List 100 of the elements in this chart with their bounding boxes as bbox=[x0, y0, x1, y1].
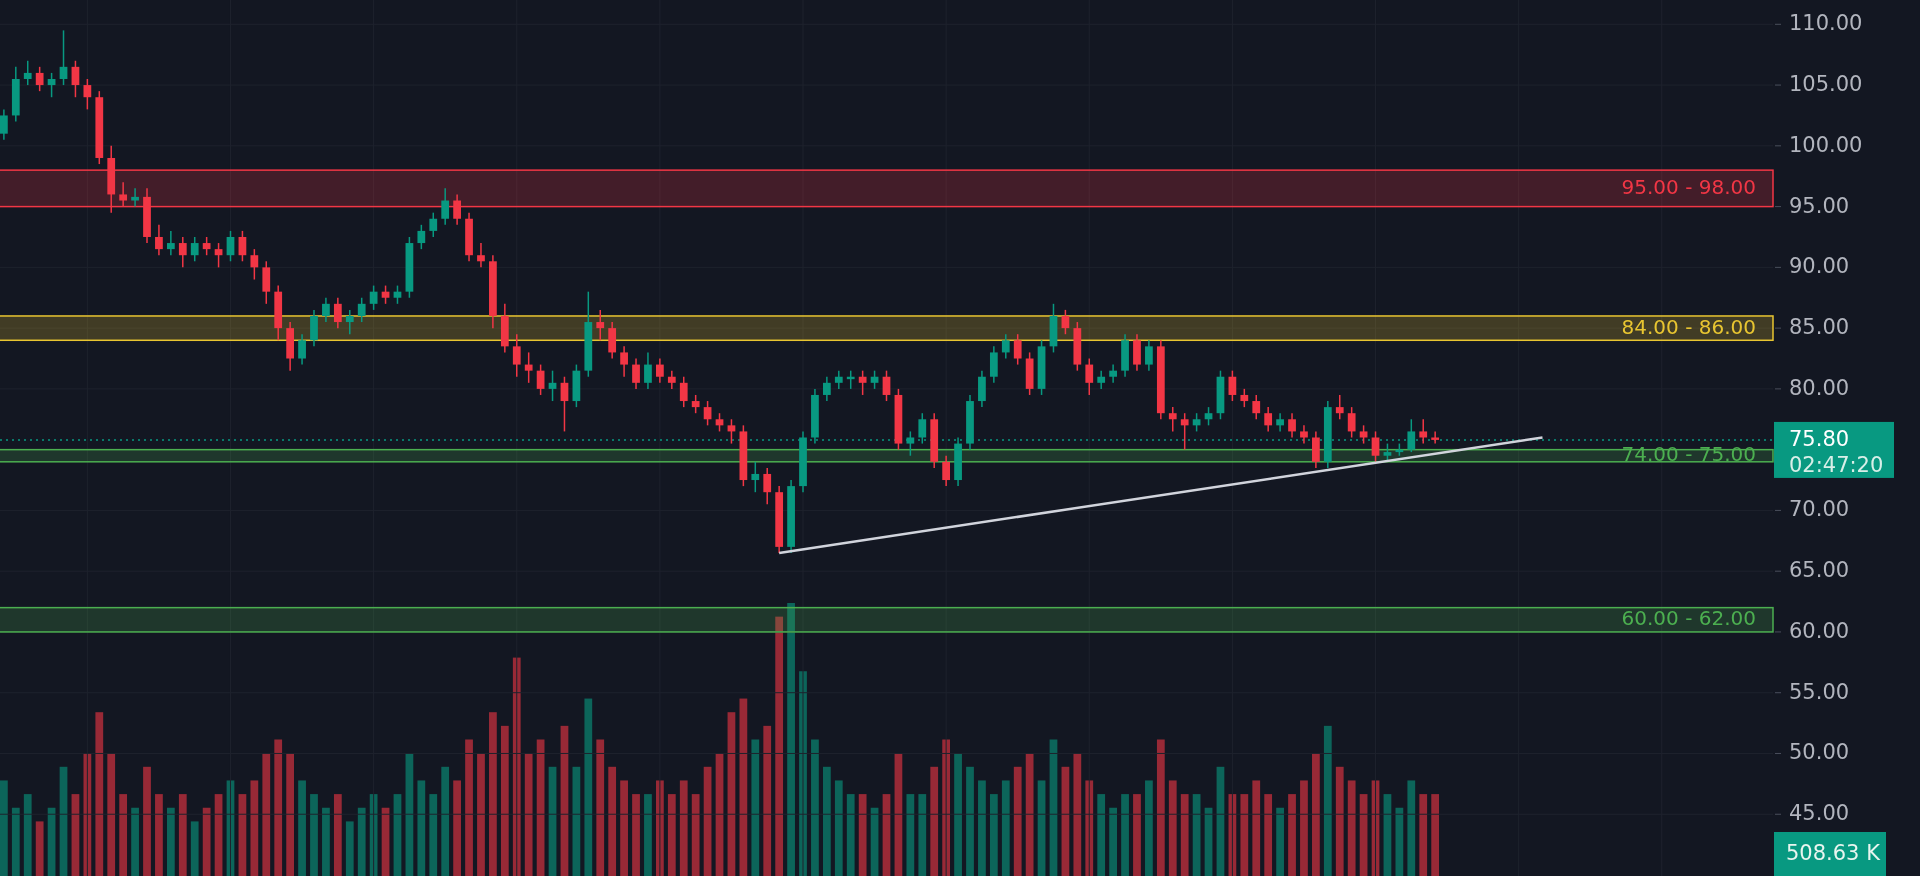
candlestick bbox=[1288, 412, 1296, 439]
candlestick bbox=[1359, 424, 1368, 445]
bar bbox=[1335, 766, 1344, 876]
candlestick bbox=[512, 333, 521, 378]
candlestick bbox=[834, 369, 843, 390]
candlestick bbox=[333, 296, 342, 329]
candlestick bbox=[1264, 406, 1273, 433]
candlestick bbox=[1252, 394, 1261, 421]
bar bbox=[190, 821, 199, 876]
candlestick bbox=[942, 454, 951, 487]
bar bbox=[1252, 780, 1261, 876]
bar bbox=[333, 794, 342, 876]
bar bbox=[23, 794, 32, 876]
candlestick bbox=[906, 430, 915, 457]
bar bbox=[119, 794, 128, 876]
bar bbox=[262, 753, 271, 876]
candlestick bbox=[763, 467, 772, 506]
bar bbox=[644, 794, 652, 876]
bar bbox=[95, 712, 104, 876]
bar bbox=[429, 794, 438, 876]
y-tick-label: 45.00 bbox=[1789, 801, 1850, 826]
band-label: 84.00 - 86.00 bbox=[1621, 314, 1756, 339]
candlestick bbox=[155, 224, 163, 256]
bar bbox=[584, 698, 593, 876]
bar bbox=[441, 766, 450, 876]
y-tick-label: 85.00 bbox=[1789, 315, 1850, 340]
bar bbox=[954, 753, 962, 876]
bar bbox=[298, 780, 306, 876]
bar bbox=[1133, 794, 1141, 876]
bar bbox=[465, 739, 473, 876]
bar bbox=[1347, 780, 1356, 876]
bar bbox=[1264, 794, 1273, 876]
y-tick-label: 90.00 bbox=[1789, 254, 1850, 279]
y-tick-label: 100.00 bbox=[1789, 132, 1863, 157]
bar bbox=[787, 603, 795, 876]
y-tick-label: 70.00 bbox=[1789, 497, 1850, 522]
bar bbox=[35, 821, 44, 876]
bar bbox=[1240, 794, 1249, 876]
y-tick-label: 55.00 bbox=[1789, 679, 1850, 704]
candlestick bbox=[1001, 333, 1010, 360]
bar bbox=[763, 725, 772, 876]
candlestick bbox=[644, 351, 652, 390]
candlestick bbox=[429, 211, 438, 238]
bar bbox=[1312, 753, 1320, 876]
candlestick bbox=[417, 224, 426, 250]
bar bbox=[822, 766, 831, 876]
ref-line-label: 75.80 bbox=[1789, 426, 1850, 451]
candlestick bbox=[178, 236, 187, 269]
candlestick bbox=[119, 181, 128, 208]
candlestick bbox=[1383, 442, 1392, 463]
text: 02:47:20 bbox=[1789, 452, 1884, 477]
bar bbox=[524, 753, 533, 876]
band-label: 60.00 - 62.00 bbox=[1621, 606, 1756, 631]
candlestick bbox=[322, 296, 330, 323]
y-tick-label: 65.00 bbox=[1789, 558, 1850, 583]
bar bbox=[667, 794, 676, 876]
candlestick bbox=[1335, 394, 1344, 421]
candlestick bbox=[190, 236, 199, 263]
bar bbox=[1109, 807, 1117, 876]
bar bbox=[286, 753, 295, 876]
bar bbox=[417, 780, 426, 876]
bar bbox=[1419, 794, 1428, 876]
candlestick bbox=[357, 296, 366, 323]
candlestick bbox=[166, 230, 175, 256]
candlestick bbox=[1276, 412, 1284, 433]
bar bbox=[1145, 780, 1153, 876]
candlestick bbox=[369, 284, 378, 311]
y-tick-label: 95.00 bbox=[1789, 193, 1850, 218]
bar bbox=[1073, 753, 1082, 876]
bar bbox=[1276, 807, 1284, 876]
text: 508.63 K bbox=[1786, 841, 1882, 865]
bar bbox=[1025, 753, 1034, 876]
candlestick bbox=[1168, 406, 1177, 433]
bar bbox=[1407, 780, 1416, 876]
candlestick bbox=[202, 236, 211, 256]
candlestick bbox=[0, 108, 8, 141]
bar bbox=[1431, 794, 1440, 876]
bar bbox=[155, 794, 163, 876]
bar bbox=[274, 739, 283, 876]
y-tick-label: 50.00 bbox=[1789, 740, 1850, 765]
bar bbox=[632, 794, 640, 876]
candlestick bbox=[345, 309, 354, 335]
candlestick bbox=[298, 333, 306, 366]
candlestick bbox=[632, 357, 640, 390]
bar bbox=[930, 766, 939, 876]
candlestick bbox=[131, 187, 139, 208]
bar bbox=[357, 807, 366, 876]
candlestick bbox=[858, 369, 867, 396]
candlestick bbox=[524, 351, 533, 384]
candlestick bbox=[620, 345, 628, 378]
candlestick bbox=[1347, 406, 1356, 439]
bar bbox=[1121, 794, 1129, 876]
candlestick bbox=[656, 357, 664, 384]
bar bbox=[1288, 794, 1296, 876]
band-label: 95.00 - 98.00 bbox=[1621, 174, 1756, 199]
bar bbox=[202, 807, 211, 876]
bar bbox=[691, 794, 700, 876]
bar bbox=[1037, 780, 1046, 876]
candlestick bbox=[441, 187, 450, 226]
candlestick bbox=[1180, 412, 1189, 451]
